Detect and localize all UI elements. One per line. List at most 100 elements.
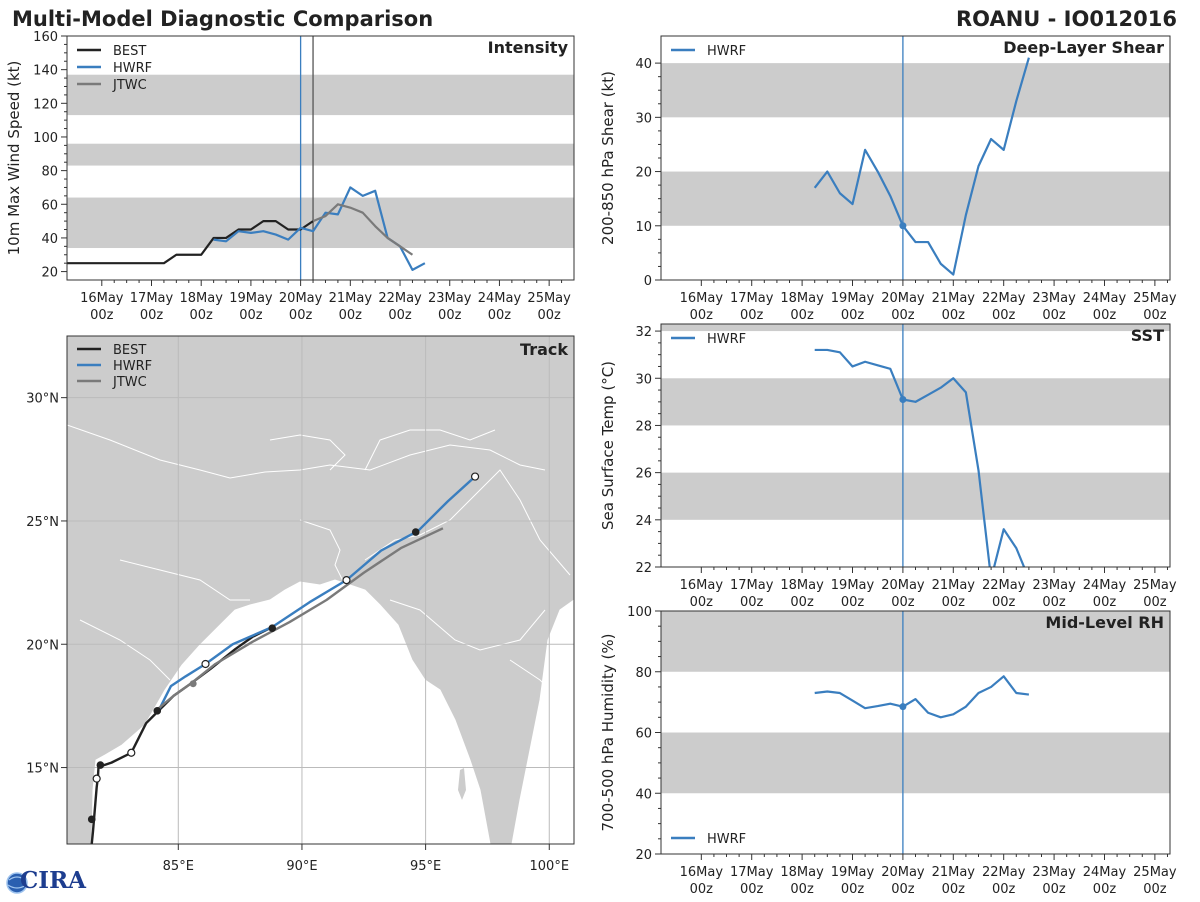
- sst-band: [661, 324, 1170, 332]
- track-marker-open: [92, 774, 101, 783]
- intensity-title: Intensity: [488, 38, 569, 57]
- track-ytick-label: 30°N: [26, 392, 59, 407]
- shear-ytick-label: 40: [635, 57, 652, 72]
- rh-xtick-label: 18May: [780, 865, 824, 880]
- intensity-ytick-label: 40: [41, 232, 58, 247]
- shear-band: [661, 171, 1170, 226]
- rh-series-hwrf: [814, 675, 1030, 719]
- shear-xtick-label: 00z: [790, 308, 814, 323]
- rh-xtick-label: 21May: [932, 865, 976, 880]
- rh-legend-label: HWRF: [707, 832, 746, 847]
- intensity-band: [67, 197, 574, 249]
- intensity-series-jtwc: [312, 203, 414, 256]
- shear-xtick-label: 00z: [891, 308, 915, 323]
- intensity-xtick-label: 00z: [289, 308, 313, 323]
- intensity-ylabel: 10m Max Wind Speed (kt): [5, 61, 23, 256]
- intensity-band: [67, 74, 574, 116]
- intensity-xtick-label: 00z: [339, 308, 363, 323]
- shear-xtick-label: 00z: [841, 308, 865, 323]
- track-frame: [66, 335, 575, 845]
- intensity-xtick-label: 18May: [179, 291, 223, 306]
- rh-current-point: [899, 703, 907, 711]
- track-lines: [87, 472, 480, 844]
- rh-ytick-label: 100: [627, 605, 652, 620]
- sri-lanka-land: [67, 800, 78, 844]
- main-title: Multi-Model Diagnostic Comparison: [12, 7, 433, 31]
- rh-xtick-label: 19May: [831, 865, 875, 880]
- rh-xtick-label: 00z: [942, 882, 966, 897]
- sst-xtick-label: 00z: [690, 595, 714, 610]
- intensity-legend-label: JTWC: [112, 78, 147, 93]
- sst-xtick-label: 18May: [780, 578, 824, 593]
- track-marker-open: [201, 659, 210, 669]
- sst-legend-label: HWRF: [707, 332, 746, 347]
- intensity-series-best: [67, 220, 314, 265]
- shear-ytick-label: 20: [635, 166, 652, 181]
- sst-xtick-label: 00z: [992, 595, 1016, 610]
- rh-xtick-label: 24May: [1083, 865, 1127, 880]
- shear-xtick-label: 25May: [1133, 291, 1177, 306]
- sst-current-point: [899, 395, 907, 403]
- land-mass: [67, 336, 574, 844]
- sst-ytick-label: 24: [635, 514, 652, 529]
- rh-title: Mid-Level RH: [1045, 613, 1164, 632]
- shear-title: Deep-Layer Shear: [1003, 38, 1164, 57]
- border-lines: [67, 424, 574, 721]
- track-marker-filled: [153, 707, 162, 715]
- sst-xtick-label: 19May: [831, 578, 875, 593]
- intensity-xtick-label: 25May: [527, 291, 571, 306]
- rh-ytick-label: 40: [635, 787, 652, 802]
- intensity-ytick-label: 60: [41, 198, 58, 213]
- intensity-legend-label: BEST: [113, 44, 146, 59]
- sst-xtick-label: 21May: [932, 578, 976, 593]
- intensity-xtick-label: 22May: [378, 291, 422, 306]
- intensity-xtick-label: 16May: [80, 291, 124, 306]
- track-marker-filled: [87, 815, 96, 824]
- intensity-xtick-label: 00z: [488, 308, 512, 323]
- track-marker-filled: [96, 761, 105, 769]
- rh-band: [661, 732, 1170, 794]
- shear-xtick-label: 19May: [831, 291, 875, 306]
- intensity-xtick-label: 00z: [190, 308, 214, 323]
- sst-xtick-label: 16May: [680, 578, 724, 593]
- globe-icon: [6, 872, 28, 894]
- sst-frame: [660, 323, 1171, 568]
- track-marker-filled: [268, 624, 277, 633]
- track-ytick-label: 25°N: [26, 515, 59, 530]
- intensity-xtick-label: 00z: [438, 308, 462, 323]
- rh-xtick-label: 16May: [680, 865, 724, 880]
- shear-xtick-label: 21May: [932, 291, 976, 306]
- shear-xtick-label: 00z: [942, 308, 966, 323]
- rh-xtick-label: 00z: [790, 882, 814, 897]
- shear-xtick-label: 17May: [730, 291, 774, 306]
- rh-ytick-label: 80: [635, 666, 652, 681]
- rh-plot-area: [661, 611, 1170, 854]
- intensity-xtick-label: 24May: [478, 291, 522, 306]
- storm-id: ROANU - IO012016: [956, 7, 1177, 31]
- rh-xtick-label: 20May: [881, 865, 925, 880]
- rh-xtick-label: 00z: [1143, 882, 1167, 897]
- rh-xtick-label: 00z: [740, 882, 764, 897]
- shear-xtick-label: 24May: [1083, 291, 1127, 306]
- sst-ytick-label: 26: [635, 467, 652, 482]
- track-marker-filled: [411, 528, 420, 536]
- track-legend-label: BEST: [113, 343, 146, 358]
- rh-ytick-label: 20: [635, 848, 652, 863]
- intensity-xtick-label: 23May: [428, 291, 472, 306]
- rh-xtick-label: 00z: [1042, 882, 1066, 897]
- track-ytick-label: 15°N: [26, 762, 59, 777]
- shear-legend-label: HWRF: [707, 44, 746, 59]
- track-xtick-label: 90°E: [286, 859, 317, 874]
- shear-xtick-label: 18May: [780, 291, 824, 306]
- sst-plot-area: [661, 324, 1170, 567]
- shear-xtick-label: 00z: [1093, 308, 1117, 323]
- track-ytick-label: 20°N: [26, 638, 59, 653]
- sst-panel: 22 24 26 28 30 32 16May 00z 17May 00z 18May 00z 19Ma…: [599, 323, 1177, 610]
- intensity-xtick-label: 00z: [239, 308, 263, 323]
- shear-xtick-label: 00z: [992, 308, 1016, 323]
- shear-xtick-label: 16May: [680, 291, 724, 306]
- intensity-xtick-label: 17May: [130, 291, 174, 306]
- track-legend-label: HWRF: [113, 359, 152, 374]
- sst-xtick-label: 22May: [982, 578, 1026, 593]
